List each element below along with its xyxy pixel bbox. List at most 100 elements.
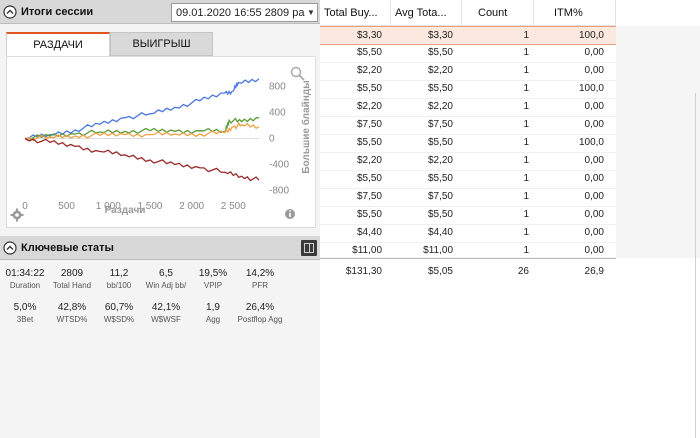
- session-summary-header[interactable]: Итоги сессии 09.01.2020 16:55 2809 разда…: [0, 0, 320, 24]
- column-header-itm[interactable]: ITM%: [534, 0, 616, 26]
- stat-item: 11,2 bb/100: [92, 268, 146, 290]
- stat-item: 42,1% W$WSF: [139, 302, 193, 324]
- zoom-icon[interactable]: [290, 66, 305, 81]
- table-row[interactable]: $4,40 $4,40 1 0,00: [320, 224, 616, 243]
- x-tick-label: 0: [22, 201, 28, 212]
- series-line: [24, 137, 260, 182]
- stat-label: WTSD%: [56, 315, 88, 324]
- total-buyin-cell: $4,40: [356, 227, 382, 238]
- table-row[interactable]: $5,50 $5,50 1 0,00: [320, 44, 616, 63]
- chevron-down-icon: ▼: [307, 8, 315, 17]
- stat-item: 01:34:22 Duration: [0, 268, 52, 290]
- graph-chart: 0 500 1 000 1 500 2 000 2 500 800 400 0 -400 -800…: [6, 56, 316, 228]
- divider: [695, 93, 700, 438]
- count-cell: 1: [523, 245, 529, 256]
- itm-cell: 0,00: [584, 245, 604, 256]
- stat-value: 42,8%: [57, 302, 87, 313]
- table-row[interactable]: $5,50 $5,50 1 0,00: [320, 170, 616, 189]
- count-cell: 1: [523, 137, 529, 148]
- column-header-count[interactable]: Count: [462, 0, 534, 26]
- collapse-icon[interactable]: [3, 240, 17, 255]
- table-row[interactable]: $2,20 $2,20 1 0,00: [320, 98, 616, 117]
- count-cell: 1: [523, 209, 529, 220]
- count-cell: 1: [523, 30, 529, 41]
- right-empty-area: [616, 26, 700, 258]
- table-row[interactable]: $2,20 $2,20 1 0,00: [320, 152, 616, 171]
- stat-label: Duration: [9, 281, 41, 290]
- total-buyin-cell: $11,00: [352, 245, 382, 256]
- total-buyin-cell: $3,30: [356, 30, 382, 41]
- table-row[interactable]: $7,50 $7,50 1 0,00: [320, 188, 616, 207]
- stat-label: W$SD%: [103, 315, 135, 324]
- itm-cell: 0,00: [584, 119, 604, 130]
- table-row[interactable]: $5,50 $5,50 1 100,0: [320, 80, 616, 99]
- stat-value: 14,2%: [245, 268, 275, 279]
- table-row[interactable]: $3,30 $3,30 1 100,0: [320, 26, 616, 45]
- count-sum: 26: [517, 266, 529, 277]
- collapse-icon[interactable]: [3, 4, 17, 19]
- count-cell: 1: [523, 83, 529, 94]
- total-buyin-cell: $5,50: [356, 173, 382, 184]
- stat-item: 42,8% WTSD%: [45, 302, 99, 324]
- stat-label: Win Adj bb/: [145, 281, 187, 290]
- stat-item: 26,4% Postflop Agg: [233, 302, 287, 324]
- tab-hands[interactable]: РАЗДАЧИ: [6, 32, 110, 56]
- total-buyin-cell: $2,20: [356, 101, 382, 112]
- table-header: Total Buy... Avg Tota... Count ITM%: [320, 0, 616, 26]
- series-line: [24, 117, 260, 142]
- stat-label: Agg: [205, 315, 221, 324]
- chart-tabs: РАЗДАЧИ ВЫИГРЫШ: [6, 32, 316, 56]
- stat-label: bb/100: [106, 281, 132, 290]
- itm-cell: 0,00: [584, 209, 604, 220]
- series-line: [24, 78, 260, 140]
- stat-value: 1,9: [206, 302, 220, 313]
- itm-sum: 26,9: [584, 266, 604, 277]
- stat-item: 5,0% 3Bet: [0, 302, 52, 324]
- x-tick-label: 500: [58, 201, 75, 212]
- x-axis-label: Раздачи: [105, 205, 146, 216]
- itm-cell: 0,00: [584, 101, 604, 112]
- table-row[interactable]: $2,20 $2,20 1 0,00: [320, 62, 616, 81]
- total-buyin-cell: $5,50: [356, 209, 382, 220]
- y-tick-label: 800: [269, 82, 286, 93]
- avg-total-cell: $2,20: [427, 155, 453, 166]
- tab-winnings[interactable]: ВЫИГРЫШ: [110, 32, 213, 56]
- series-line: [24, 121, 260, 142]
- table-row[interactable]: $11,00 $11,00 1 0,00: [320, 242, 616, 258]
- stat-value: 01:34:22: [5, 268, 45, 279]
- gear-icon[interactable]: [10, 208, 24, 222]
- session-summary-title: Итоги сессии: [21, 5, 94, 18]
- itm-cell: 100,0: [578, 30, 604, 41]
- y-axis-label: Большие блайнды: [300, 80, 312, 173]
- avg-total-cell: $7,50: [427, 191, 453, 202]
- y-tick-label: 400: [269, 108, 286, 119]
- stat-item: 19,5% VPIP: [186, 268, 240, 290]
- column-header-avg-total[interactable]: Avg Tota...: [391, 0, 462, 26]
- panel-toggle-icon[interactable]: [301, 240, 317, 256]
- itm-cell: 0,00: [584, 47, 604, 58]
- stat-value: 60,7%: [104, 302, 134, 313]
- table-row[interactable]: $7,50 $7,50 1 0,00: [320, 116, 616, 135]
- column-header-total-buyin[interactable]: Total Buy...: [320, 0, 391, 26]
- count-cell: 1: [523, 119, 529, 130]
- stat-value: 6,5: [159, 268, 173, 279]
- stat-value: 2809: [60, 268, 84, 279]
- stat-value: 19,5%: [198, 268, 228, 279]
- avg-total-cell: $4,40: [427, 227, 453, 238]
- graph-svg: 0 500 1 000 1 500 2 000 2 500 800 400 0 -400 -800…: [10, 66, 312, 222]
- itm-cell: 0,00: [584, 191, 604, 202]
- avg-total-cell: $2,20: [427, 101, 453, 112]
- itm-cell: 100,0: [578, 137, 604, 148]
- stat-label: W$WSF: [151, 315, 181, 324]
- table-row[interactable]: $5,50 $5,50 1 0,00: [320, 206, 616, 225]
- table-totals-row: $131,30 $5,05 26 26,9: [320, 258, 616, 284]
- y-tick-label: -400: [269, 160, 289, 171]
- stat-value: 11,2: [109, 268, 129, 279]
- x-tick-label: 1 500: [137, 201, 162, 212]
- avg-total-cell: $7,50: [427, 119, 453, 130]
- session-select[interactable]: 09.01.2020 16:55 2809 раздач) ▼: [171, 3, 318, 22]
- total-buyin-cell: $2,20: [356, 155, 382, 166]
- info-icon[interactable]: [285, 209, 295, 219]
- key-stats-header[interactable]: Ключевые статы: [0, 236, 320, 260]
- table-row[interactable]: $5,50 $5,50 1 100,0: [320, 134, 616, 153]
